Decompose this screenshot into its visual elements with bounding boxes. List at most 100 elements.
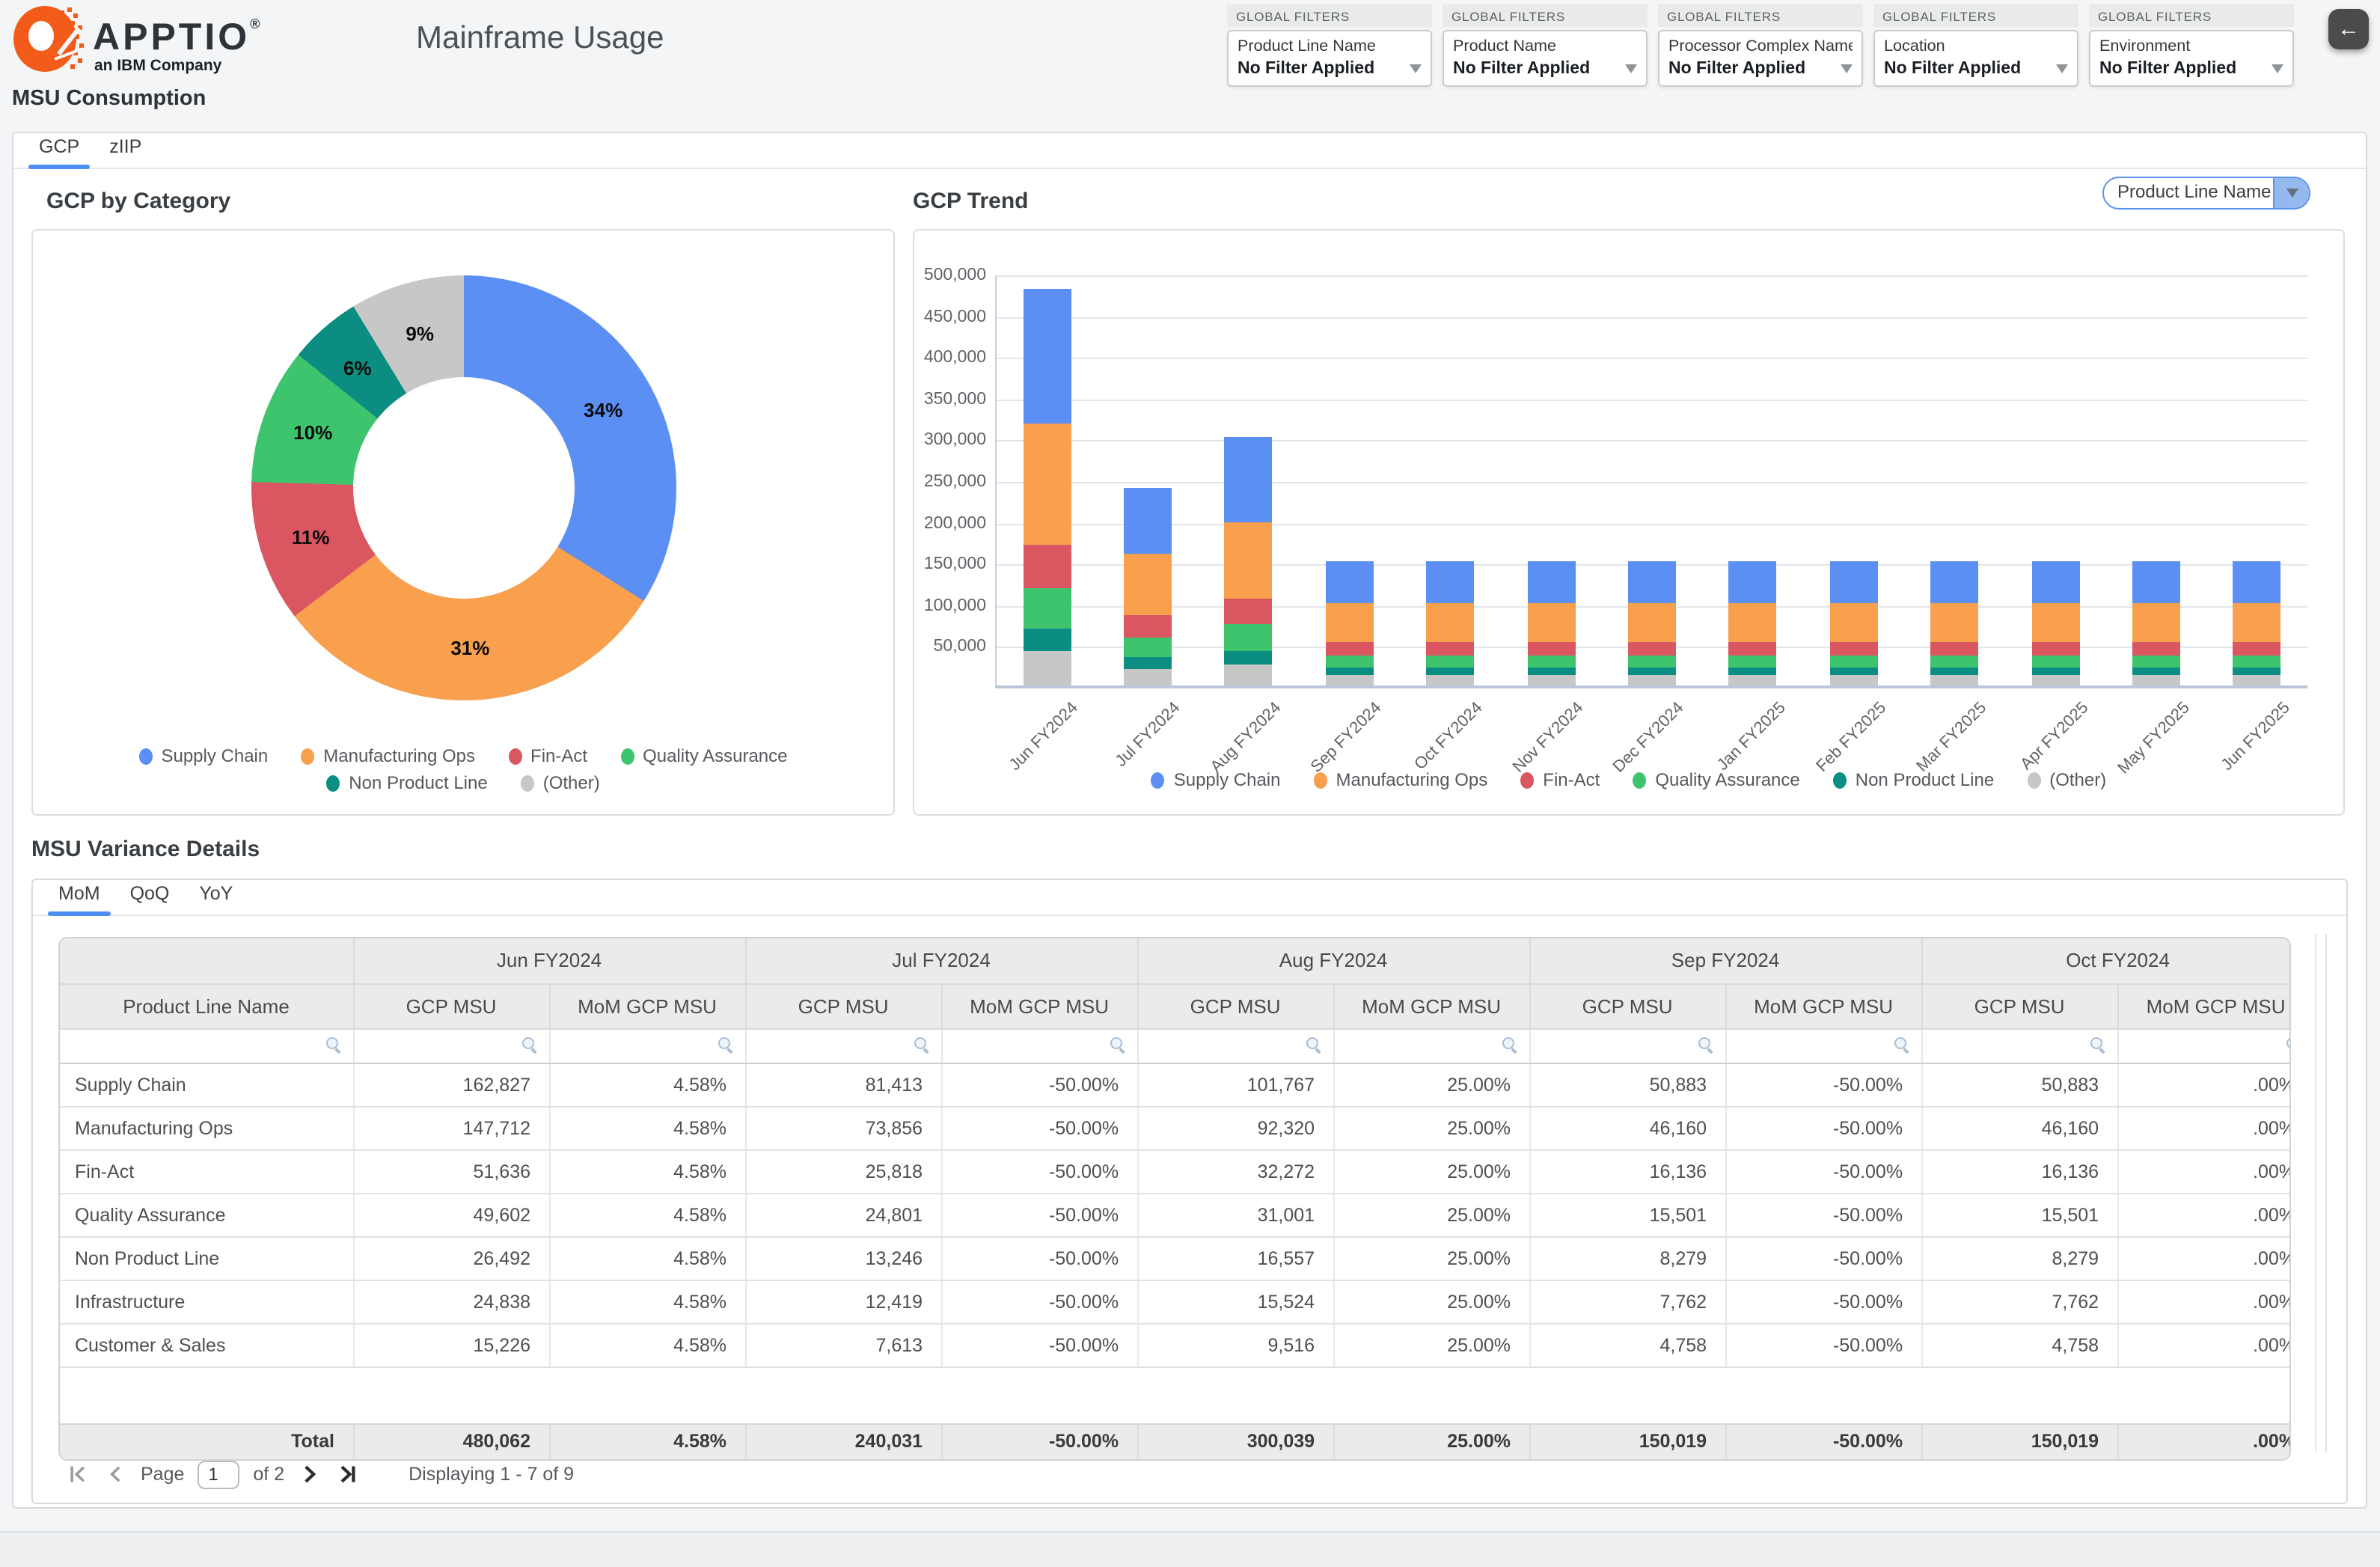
legend-item[interactable]: (Other) bbox=[520, 772, 600, 793]
column-filter-input[interactable] bbox=[745, 1028, 943, 1063]
bar-segment[interactable] bbox=[1628, 655, 1677, 668]
bar-segment[interactable] bbox=[1628, 561, 1677, 604]
bar-segment[interactable] bbox=[1527, 603, 1576, 642]
column-filter-input[interactable] bbox=[1333, 1028, 1531, 1063]
bar-segment[interactable] bbox=[1325, 603, 1374, 642]
tab-mom[interactable]: MoM bbox=[45, 883, 114, 916]
column-filter-input[interactable] bbox=[353, 1028, 550, 1063]
global-filter-dropdown[interactable]: Processor Complex Name No Filter Applied bbox=[1658, 30, 1863, 87]
bar-segment[interactable] bbox=[1426, 674, 1475, 685]
column-filter-input[interactable] bbox=[60, 1028, 354, 1063]
last-page-button[interactable] bbox=[335, 1462, 359, 1486]
bar-segment[interactable] bbox=[1728, 641, 1777, 656]
bar-segment[interactable] bbox=[1325, 561, 1374, 604]
bar-segment[interactable] bbox=[1628, 641, 1677, 656]
legend-item[interactable]: Supply Chain bbox=[1151, 769, 1281, 790]
bar-segment[interactable] bbox=[1628, 668, 1677, 675]
bar-segment[interactable] bbox=[1728, 674, 1777, 685]
bar-segment[interactable] bbox=[1527, 641, 1576, 656]
bar-segment[interactable] bbox=[1930, 603, 1979, 642]
bar-segment[interactable] bbox=[1426, 668, 1475, 675]
trend-series-selector[interactable]: Product Line Name bbox=[2102, 177, 2310, 210]
bar-segment[interactable] bbox=[1325, 655, 1374, 668]
bar-segment[interactable] bbox=[1023, 423, 1071, 546]
tab-ziip[interactable]: zIIP bbox=[109, 136, 142, 157]
bar-segment[interactable] bbox=[2031, 655, 2080, 668]
bar-segment[interactable] bbox=[1023, 629, 1071, 651]
column-filter-input[interactable] bbox=[1529, 1028, 1727, 1063]
bar-segment[interactable] bbox=[2132, 668, 2180, 675]
legend-item[interactable]: Manufacturing Ops bbox=[301, 745, 475, 766]
bar-segment[interactable] bbox=[1224, 664, 1273, 685]
legend-item[interactable]: Fin-Act bbox=[508, 745, 587, 766]
legend-item[interactable]: (Other) bbox=[2027, 769, 2106, 790]
bar-segment[interactable] bbox=[1527, 674, 1576, 685]
bar-segment[interactable] bbox=[1829, 674, 1878, 685]
legend-item[interactable]: Manufacturing Ops bbox=[1313, 769, 1487, 790]
bar-segment[interactable] bbox=[1527, 668, 1576, 675]
bar-segment[interactable] bbox=[1527, 655, 1576, 668]
bar-segment[interactable] bbox=[2233, 668, 2281, 675]
bar-segment[interactable] bbox=[1124, 487, 1172, 555]
bar-segment[interactable] bbox=[1224, 624, 1273, 651]
bar-segment[interactable] bbox=[1930, 655, 1979, 668]
bar-segment[interactable] bbox=[1124, 637, 1172, 658]
bar-segment[interactable] bbox=[1930, 668, 1979, 675]
legend-item[interactable]: Quality Assurance bbox=[1633, 769, 1800, 790]
bar-segment[interactable] bbox=[1124, 657, 1172, 668]
next-page-button[interactable] bbox=[298, 1462, 322, 1486]
bar-segment[interactable] bbox=[1527, 561, 1576, 604]
bar-segment[interactable] bbox=[1124, 554, 1172, 616]
bar-segment[interactable] bbox=[2233, 655, 2281, 668]
bar-segment[interactable] bbox=[1224, 437, 1273, 522]
tab-qoq[interactable]: QoQ bbox=[129, 883, 170, 904]
column-filter-input[interactable] bbox=[549, 1028, 747, 1063]
global-filter-dropdown[interactable]: Location No Filter Applied bbox=[1873, 30, 2078, 87]
bar-segment[interactable] bbox=[1628, 674, 1677, 685]
vertical-scrollbar[interactable] bbox=[2315, 934, 2327, 1452]
tab-yoy[interactable]: YoY bbox=[199, 883, 233, 904]
column-filter-input[interactable] bbox=[1921, 1028, 2119, 1063]
bar-segment[interactable] bbox=[1325, 668, 1374, 675]
bar-segment[interactable] bbox=[1628, 603, 1677, 642]
bar-segment[interactable] bbox=[1728, 655, 1777, 668]
bar-segment[interactable] bbox=[2031, 641, 2080, 656]
bar-segment[interactable] bbox=[1023, 545, 1071, 588]
bar-segment[interactable] bbox=[1124, 615, 1172, 638]
bar-segment[interactable] bbox=[1023, 587, 1071, 629]
bar-segment[interactable] bbox=[1325, 641, 1374, 656]
bar-segment[interactable] bbox=[1829, 603, 1878, 642]
dropdown-button[interactable] bbox=[2273, 178, 2309, 208]
column-filter-input[interactable] bbox=[2117, 1028, 2289, 1063]
column-filter-input[interactable] bbox=[1137, 1028, 1335, 1063]
bar-segment[interactable] bbox=[1426, 641, 1475, 656]
bar-segment[interactable] bbox=[1224, 598, 1273, 625]
legend-item[interactable]: Fin-Act bbox=[1520, 769, 1600, 790]
bar-segment[interactable] bbox=[1426, 655, 1475, 668]
bar-segment[interactable] bbox=[1728, 668, 1777, 675]
bar-segment[interactable] bbox=[2233, 603, 2281, 642]
bar-segment[interactable] bbox=[2233, 674, 2281, 685]
legend-item[interactable]: Supply Chain bbox=[138, 745, 268, 766]
global-filter-dropdown[interactable]: Product Line Name No Filter Applied bbox=[1227, 30, 1432, 87]
bar-segment[interactable] bbox=[1930, 561, 1979, 604]
first-page-button[interactable] bbox=[66, 1462, 90, 1486]
bar-segment[interactable] bbox=[2132, 603, 2180, 642]
tab-gcp[interactable]: GCP bbox=[25, 136, 93, 169]
bar-segment[interactable] bbox=[2132, 674, 2180, 685]
bar-segment[interactable] bbox=[2132, 655, 2180, 668]
bar-segment[interactable] bbox=[1930, 674, 1979, 685]
bar-segment[interactable] bbox=[2031, 561, 2080, 604]
bar-segment[interactable] bbox=[1829, 641, 1878, 656]
global-filter-dropdown[interactable]: Environment No Filter Applied bbox=[2089, 30, 2294, 87]
prev-page-button[interactable] bbox=[103, 1462, 127, 1486]
bar-segment[interactable] bbox=[1426, 561, 1475, 604]
bar-segment[interactable] bbox=[2031, 674, 2080, 685]
bar-segment[interactable] bbox=[1930, 641, 1979, 656]
bar-segment[interactable] bbox=[1829, 561, 1878, 604]
bar-segment[interactable] bbox=[2233, 641, 2281, 656]
bar-segment[interactable] bbox=[2132, 561, 2180, 604]
bar-segment[interactable] bbox=[1728, 603, 1777, 642]
bar-segment[interactable] bbox=[1426, 603, 1475, 642]
gcp-by-category-donut[interactable] bbox=[251, 275, 676, 700]
